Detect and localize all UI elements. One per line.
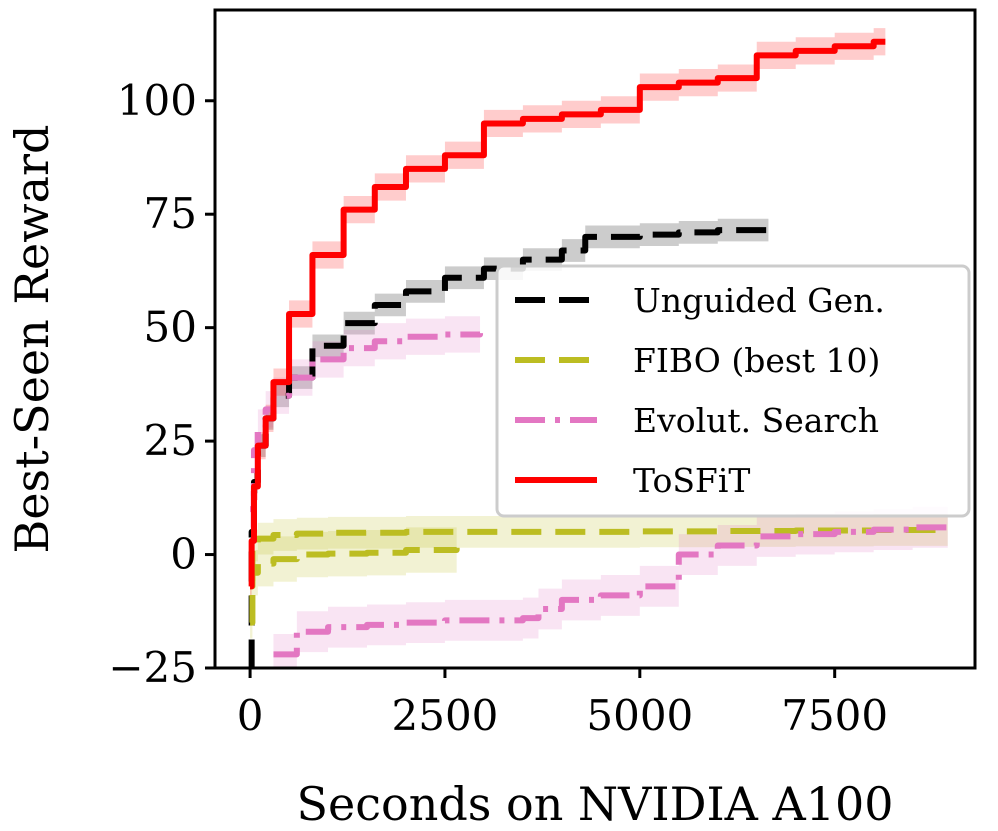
band-fibo-best-10-run-2 bbox=[250, 525, 457, 610]
legend-label: Unguided Gen. bbox=[633, 281, 885, 320]
legend: Unguided Gen. FIBO (best 10) Evolut. Searc… bbox=[495, 264, 971, 518]
x-tick-label: 5000 bbox=[586, 691, 693, 740]
x-tick-label: 7500 bbox=[781, 691, 888, 740]
y-axis-label: Best-Seen Reward bbox=[5, 125, 59, 554]
y-tick-label: −25 bbox=[108, 643, 197, 692]
x-tick-labels: 0 2500 5000 7500 bbox=[237, 691, 888, 740]
band-evolut-search-run-2 bbox=[273, 504, 948, 668]
x-axis-label: Seconds on NVIDIA A100 bbox=[297, 777, 894, 831]
legend-label: FIBO (best 10) bbox=[633, 341, 880, 380]
legend-label: ToSFiT bbox=[633, 461, 750, 500]
y-tick-label: 50 bbox=[144, 303, 197, 352]
line-evolut-search-run-2 bbox=[273, 524, 951, 658]
band-evolut-search bbox=[250, 314, 481, 528]
y-tick-label: 25 bbox=[144, 416, 197, 465]
y-tick-labels: −25 0 25 50 75 100 bbox=[108, 76, 197, 692]
legend-label: Evolut. Search bbox=[633, 401, 879, 440]
y-tick-label: 75 bbox=[144, 189, 197, 238]
series-lines bbox=[248, 38, 951, 668]
plot-frame bbox=[213, 8, 977, 670]
y-tick-label: 0 bbox=[170, 530, 197, 579]
line-tosfit bbox=[248, 38, 886, 590]
axis-ticks bbox=[205, 99, 837, 678]
x-tick-label: 0 bbox=[237, 691, 264, 740]
line-fibo-best-10 bbox=[249, 527, 951, 626]
x-tick-label: 2500 bbox=[392, 691, 499, 740]
legend-box bbox=[495, 264, 971, 518]
line-evolut-search bbox=[250, 331, 484, 513]
band-fibo-best-10 bbox=[250, 513, 948, 639]
y-tick-label: 100 bbox=[117, 76, 197, 125]
line-fibo-best-10-run-2 bbox=[249, 547, 460, 590]
